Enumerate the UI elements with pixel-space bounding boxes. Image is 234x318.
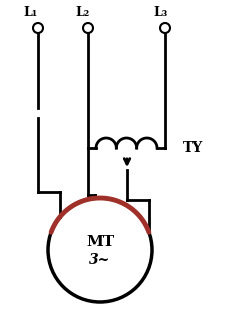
Text: L₂: L₂ [76,6,90,19]
Text: 3~: 3~ [89,253,111,267]
Text: L₃: L₃ [154,6,168,19]
Text: TY: TY [183,141,203,155]
Text: MT: MT [86,235,114,249]
Text: L₁: L₁ [24,6,38,19]
